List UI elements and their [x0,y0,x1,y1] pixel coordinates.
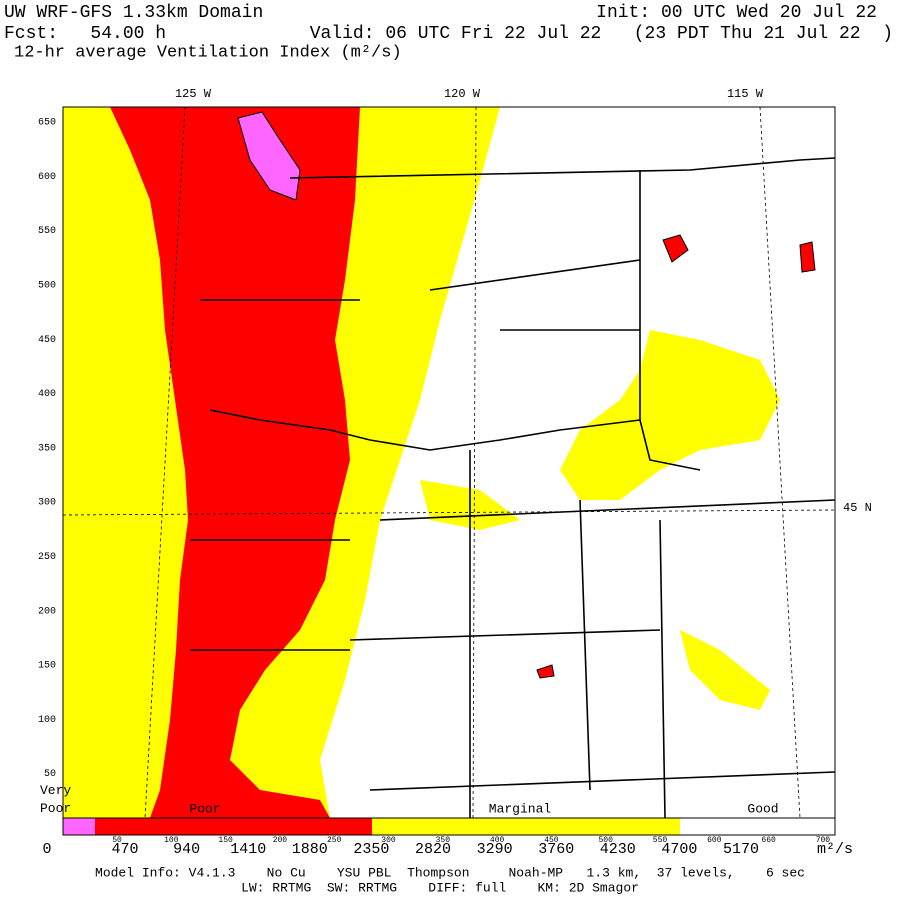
x-grid-label: 300 [381,836,396,845]
x-grid-label: 500 [598,836,613,845]
init-time: Init: 00 UTC Wed 20 Jul 22 [596,3,877,23]
y-grid-label: 100 [38,715,56,726]
x-grid-label: 400 [490,836,505,845]
colorbar-good [680,818,835,835]
marginal-patch [560,330,780,500]
y-grid-label: 50 [44,769,56,780]
x-grid-label: 50 [112,836,122,845]
category-label: Good [747,801,778,816]
latitude-label: 45 N [843,501,872,515]
poor-region [90,107,360,818]
y-grid-label: 200 [38,606,56,617]
x-grid-label: 150 [218,836,233,845]
y-grid-label: 300 [38,498,56,509]
category-label: Marginal [489,801,552,816]
category-very-poor: Very Poor [40,783,72,816]
marginal-patch [680,630,770,710]
y-grid-label: 450 [38,335,56,346]
field-name: 12-hr average Ventilation Index (m²/s) [14,43,402,62]
x-grid-label: 700 [816,836,831,845]
colorbar-label: 2350 [353,841,389,858]
colorbar-label: 2820 [415,841,451,858]
colorbar-very-poor [63,818,95,835]
valid-time: Valid: 06 UTC Fri 22 Jul 22 (23 PDT Thu … [310,24,893,44]
colorbar-frame [62,817,836,836]
x-grid-label: 550 [653,836,668,845]
graticule [62,106,836,819]
colorbar-label: 4230 [600,841,636,858]
colorbar-label: 940 [173,841,200,858]
footer-line: Model Info: V4.1.3 No Cu YSU PBL Thompso… [95,865,805,880]
y-grid-label: 600 [38,172,56,183]
x-grid-label: 450 [544,836,559,845]
category-label: Poor [189,801,220,816]
x-grid-label: 350 [436,836,451,845]
x-grid-label: 100 [164,836,179,845]
very-poor-region [237,111,301,201]
colorbar-marginal [372,818,680,835]
longitude-label: 125 W [175,87,212,101]
colorbar-label: 0 [42,841,51,858]
x-grid-label: 660 [761,836,776,845]
colorbar-label: 1410 [230,841,266,858]
y-grid-label: 150 [38,661,56,672]
colorbar-unit: m²/s [817,841,853,858]
colorbar-label: 4700 [661,841,697,858]
longitude-label: 120 W [444,87,481,101]
y-grid-label: 650 [38,118,56,129]
poor-patch [662,234,689,263]
colorbar-label: 5170 [723,841,759,858]
footer-line: LW: RRTMG SW: RRTMG DIFF: full KM: 2D Sm… [241,880,639,895]
x-grid-label: 250 [327,836,342,845]
colorbar-label: 470 [111,841,138,858]
poor-patch [799,241,816,273]
forecast-hour: Fcst: 54.00 h [4,24,166,44]
y-grid-label: 550 [38,226,56,237]
colorbar-poor [95,818,372,835]
y-grid-label: 250 [38,552,56,563]
longitude-label: 115 W [727,87,764,101]
colorbar-label: 3760 [538,841,574,858]
colorbar-label: 1880 [292,841,328,858]
poor-patch [536,664,555,679]
boundaries [190,157,836,819]
y-grid-label: 350 [38,443,56,454]
x-grid-label: 200 [273,836,288,845]
y-grid-label: 400 [38,389,56,400]
title: UW WRF-GFS 1.33km Domain [4,3,263,23]
y-grid-label: 500 [38,281,56,292]
x-grid-label: 600 [707,836,722,845]
colorbar-label: 3290 [477,841,513,858]
